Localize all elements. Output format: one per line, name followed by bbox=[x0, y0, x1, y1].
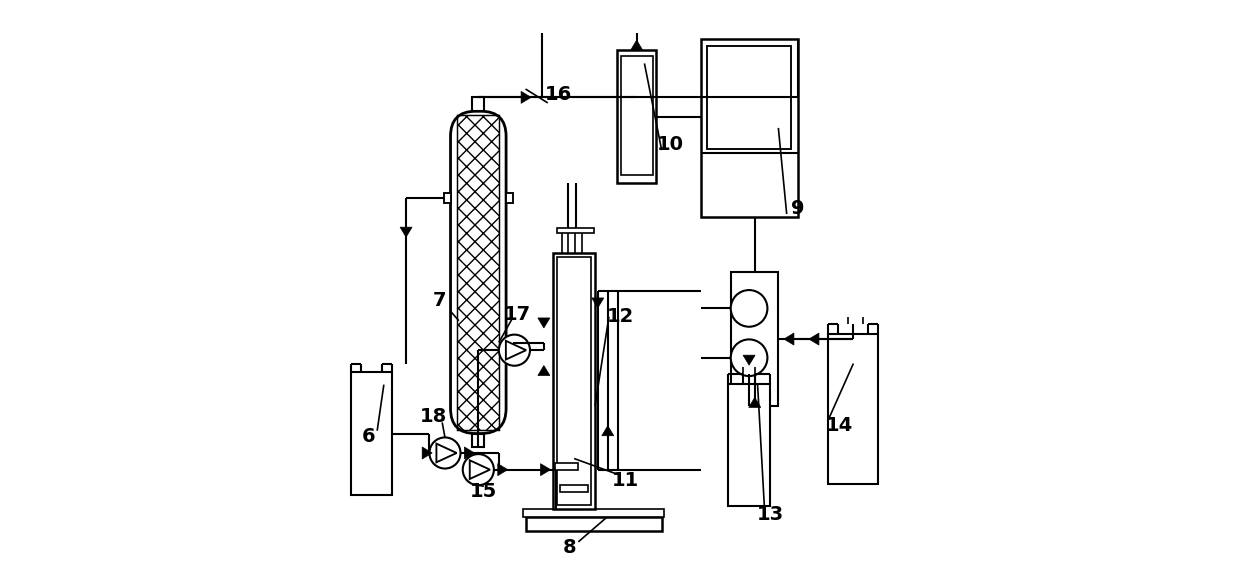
Circle shape bbox=[730, 340, 768, 376]
Circle shape bbox=[498, 335, 529, 366]
Text: 15: 15 bbox=[470, 483, 497, 501]
Bar bbox=[506, 193, 513, 203]
Circle shape bbox=[730, 290, 768, 327]
Bar bbox=[553, 253, 595, 509]
Bar bbox=[444, 193, 450, 203]
Circle shape bbox=[463, 454, 494, 485]
Polygon shape bbox=[422, 447, 433, 459]
Bar bbox=[732, 272, 779, 406]
Polygon shape bbox=[506, 341, 526, 359]
Text: 14: 14 bbox=[826, 416, 853, 435]
Polygon shape bbox=[591, 298, 604, 308]
Bar bbox=[707, 46, 791, 149]
Bar bbox=[557, 257, 591, 505]
Bar bbox=[458, 115, 500, 430]
Bar bbox=[728, 383, 770, 506]
Bar bbox=[620, 56, 652, 175]
Text: 12: 12 bbox=[606, 307, 634, 327]
Text: 10: 10 bbox=[656, 135, 683, 154]
Bar bbox=[701, 39, 797, 217]
Bar bbox=[828, 333, 878, 484]
Text: 7: 7 bbox=[433, 291, 446, 310]
Polygon shape bbox=[538, 366, 549, 375]
Bar bbox=[558, 229, 594, 233]
Text: 16: 16 bbox=[546, 85, 573, 104]
Bar bbox=[472, 98, 485, 111]
Bar bbox=[523, 509, 665, 517]
Bar bbox=[351, 373, 392, 494]
Bar bbox=[618, 50, 656, 184]
Polygon shape bbox=[538, 318, 549, 328]
Polygon shape bbox=[436, 443, 456, 462]
Text: 17: 17 bbox=[503, 304, 531, 324]
Polygon shape bbox=[521, 91, 531, 103]
Bar bbox=[560, 485, 588, 492]
Bar bbox=[506, 338, 513, 348]
Polygon shape bbox=[470, 460, 490, 479]
Circle shape bbox=[429, 437, 460, 468]
Polygon shape bbox=[601, 426, 614, 436]
Polygon shape bbox=[465, 447, 475, 459]
Bar bbox=[472, 434, 485, 447]
Text: 11: 11 bbox=[611, 471, 639, 490]
Text: 18: 18 bbox=[420, 407, 448, 426]
Polygon shape bbox=[401, 227, 412, 237]
Text: 9: 9 bbox=[791, 199, 805, 218]
Bar bbox=[556, 463, 578, 469]
Polygon shape bbox=[497, 464, 507, 476]
Text: 8: 8 bbox=[563, 538, 577, 557]
Polygon shape bbox=[784, 333, 794, 345]
Polygon shape bbox=[631, 40, 642, 50]
Polygon shape bbox=[749, 397, 761, 408]
Polygon shape bbox=[541, 464, 551, 476]
Polygon shape bbox=[743, 355, 755, 365]
Bar bbox=[526, 517, 662, 531]
Text: 6: 6 bbox=[362, 427, 376, 446]
Polygon shape bbox=[808, 333, 818, 345]
Text: 13: 13 bbox=[756, 505, 784, 523]
